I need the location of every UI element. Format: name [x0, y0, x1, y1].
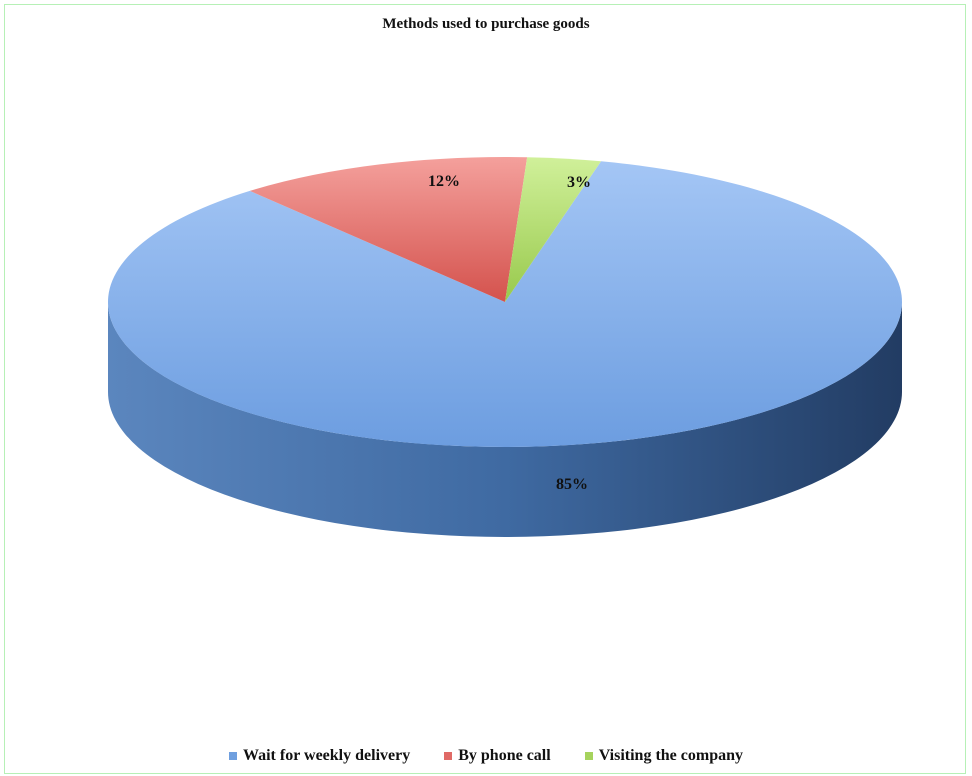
chart-title: Methods used to purchase goods	[382, 16, 590, 32]
data-label-wait-for-weekly-delivery: 85%	[556, 476, 588, 493]
legend-swatch	[228, 752, 237, 760]
legend-swatch	[584, 752, 593, 760]
data-label-by-phone-call: 12%	[428, 173, 460, 190]
legend-label: Wait for weekly delivery	[242, 747, 411, 764]
legend-swatch	[444, 752, 453, 760]
legend-item-visiting-the-company: Visiting the company	[584, 747, 743, 765]
pie-slice-wait-for-weekly-delivery	[107, 161, 902, 448]
legend-label: By phone call	[458, 747, 551, 764]
pie-side-wall	[108, 302, 902, 537]
legend-label: Visiting the company	[598, 747, 743, 764]
legend: Wait for weekly delivery By phone call V…	[0, 747, 972, 765]
legend-item-by-phone-call: By phone call	[444, 747, 551, 765]
data-label-visiting-the-company: 3%	[567, 174, 591, 191]
pie-slice-by-phone-call	[249, 157, 528, 302]
legend-item-wait-for-weekly-delivery: Wait for weekly delivery	[228, 747, 411, 765]
pie-slice-visiting-the-company	[505, 157, 602, 302]
